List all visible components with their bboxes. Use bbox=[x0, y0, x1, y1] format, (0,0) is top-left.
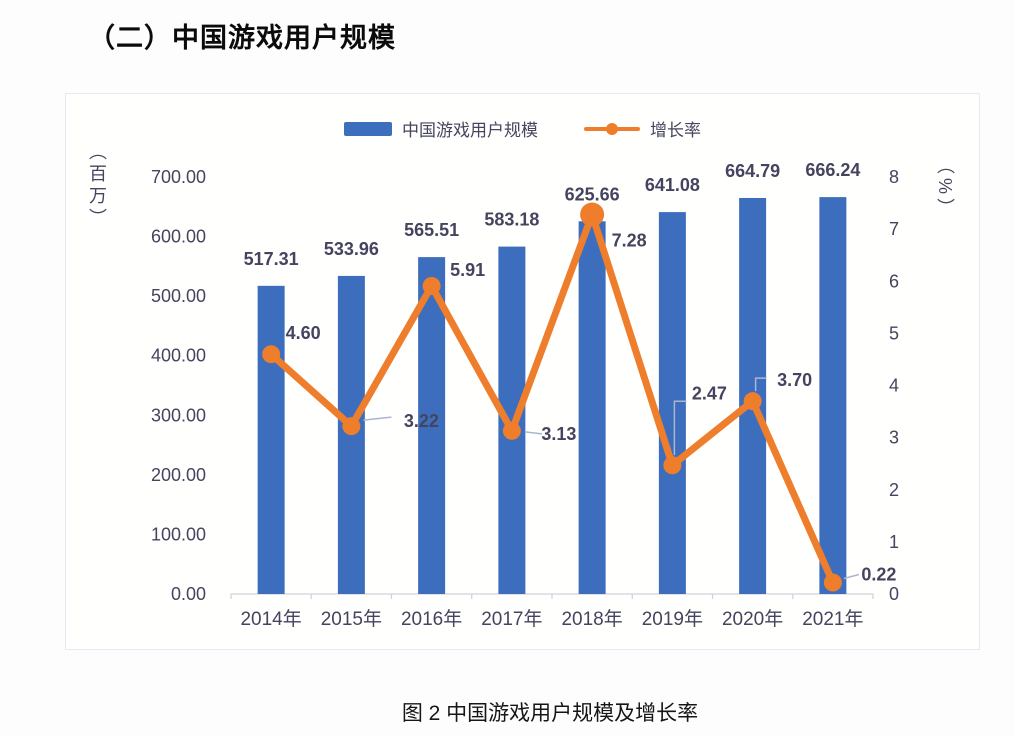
svg-text:2016年: 2016年 bbox=[401, 608, 462, 630]
chart-legend: 中国游戏用户规模 增长率 bbox=[66, 116, 979, 141]
figure-caption: 图 2 中国游戏用户规模及增长率 bbox=[401, 702, 699, 725]
svg-text:2019年: 2019年 bbox=[642, 608, 703, 630]
svg-text:4: 4 bbox=[889, 376, 899, 396]
svg-text:700.00: 700.00 bbox=[151, 167, 206, 187]
line-legend-marker bbox=[584, 122, 640, 135]
svg-text:517.31: 517.31 bbox=[244, 249, 299, 269]
svg-text:533.96: 533.96 bbox=[324, 239, 379, 259]
svg-text:600.00: 600.00 bbox=[151, 227, 206, 247]
svg-text:2014年: 2014年 bbox=[240, 608, 301, 630]
svg-text:8: 8 bbox=[889, 167, 899, 187]
svg-text:200.00: 200.00 bbox=[151, 465, 206, 485]
svg-text:2015年: 2015年 bbox=[321, 608, 382, 630]
svg-text:2: 2 bbox=[889, 480, 899, 500]
svg-text:2017年: 2017年 bbox=[481, 608, 542, 630]
svg-text:3: 3 bbox=[889, 428, 899, 448]
svg-text:300.00: 300.00 bbox=[151, 405, 206, 425]
svg-text:2020年: 2020年 bbox=[722, 608, 783, 630]
svg-text:0.22: 0.22 bbox=[861, 565, 896, 585]
svg-text:3.70: 3.70 bbox=[777, 370, 812, 390]
svg-text:625.66: 625.66 bbox=[565, 184, 620, 204]
svg-text:3.13: 3.13 bbox=[541, 424, 576, 444]
svg-text:2018年: 2018年 bbox=[561, 608, 622, 630]
chart-svg: 517.31 533.96 565.51 583.18 625.66 641.08 664.… bbox=[151, 160, 899, 630]
legend-item-growth-rate[interactable]: 增长率 bbox=[584, 116, 701, 141]
svg-text:3.22: 3.22 bbox=[404, 411, 439, 431]
svg-text:7: 7 bbox=[889, 219, 899, 239]
chart-panel: 517.31 533.96 565.51 583.18 625.66 641.08 664.… bbox=[65, 93, 980, 650]
svg-text:2.47: 2.47 bbox=[692, 383, 727, 403]
svg-text:664.79: 664.79 bbox=[725, 161, 780, 181]
bar-legend-swatch bbox=[344, 121, 392, 136]
legend-label-user-scale: 中国游戏用户规模 bbox=[402, 121, 538, 140]
svg-text:2021年: 2021年 bbox=[802, 608, 863, 630]
svg-text:0: 0 bbox=[889, 584, 899, 604]
svg-text:6: 6 bbox=[889, 271, 899, 291]
line-legend-dot-icon bbox=[606, 122, 618, 135]
svg-text:500.00: 500.00 bbox=[151, 286, 206, 306]
svg-text:5.91: 5.91 bbox=[450, 260, 485, 280]
y-axis-right-unit: （%） bbox=[935, 156, 955, 221]
svg-text:0.00: 0.00 bbox=[171, 584, 206, 604]
svg-text:641.08: 641.08 bbox=[645, 175, 700, 195]
svg-text:400.00: 400.00 bbox=[151, 346, 206, 366]
svg-text:7.28: 7.28 bbox=[612, 231, 647, 251]
legend-label-growth-rate: 增长率 bbox=[650, 121, 701, 140]
page-title: （二）中国游戏用户规模 bbox=[88, 23, 396, 53]
svg-text:5: 5 bbox=[889, 323, 899, 343]
legend-item-user-scale[interactable]: 中国游戏用户规模 bbox=[344, 116, 538, 141]
y-axis-left-unit: （百万） bbox=[87, 142, 107, 230]
svg-text:583.18: 583.18 bbox=[484, 210, 539, 230]
svg-text:4.60: 4.60 bbox=[286, 323, 321, 343]
svg-text:565.51: 565.51 bbox=[404, 220, 459, 240]
svg-text:100.00: 100.00 bbox=[151, 524, 206, 544]
svg-text:1: 1 bbox=[889, 532, 899, 552]
svg-text:666.24: 666.24 bbox=[805, 160, 860, 180]
